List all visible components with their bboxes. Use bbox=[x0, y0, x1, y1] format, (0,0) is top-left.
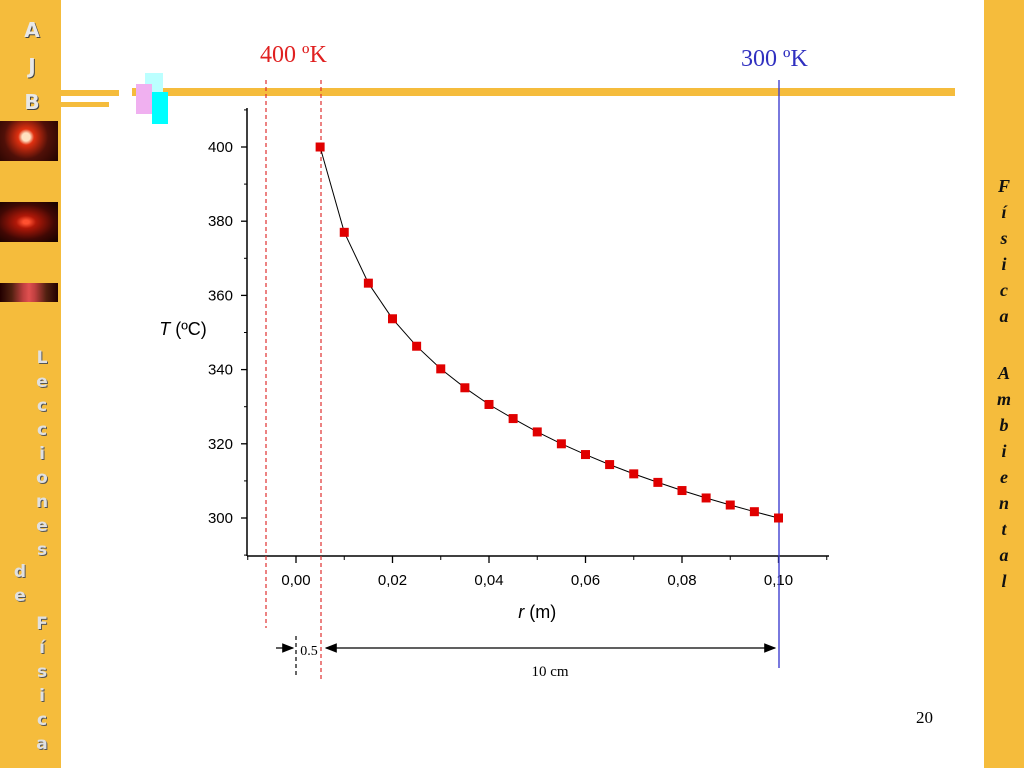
right-fisica-letter: a bbox=[999, 306, 1009, 326]
data-point bbox=[339, 227, 349, 237]
page-number: 20 bbox=[916, 708, 933, 727]
x-axis-label: r (m) bbox=[518, 602, 556, 622]
de-letter: d bbox=[13, 562, 27, 582]
fisica-letter: i bbox=[39, 686, 45, 706]
right-ambiental-letter: n bbox=[998, 493, 1009, 513]
x-tick-label: 0,06 bbox=[571, 572, 600, 589]
right-ambiental-letter: b bbox=[999, 415, 1009, 435]
data-point bbox=[749, 507, 759, 517]
data-point bbox=[653, 477, 663, 487]
right-ambiental-letter: l bbox=[1001, 571, 1007, 591]
lecciones-letter: e bbox=[36, 372, 48, 392]
data-point bbox=[556, 439, 566, 449]
y-tick-label: 320 bbox=[208, 436, 233, 453]
data-point bbox=[460, 383, 470, 393]
thumbnail-image-3 bbox=[0, 283, 58, 302]
fisica-letter: s bbox=[36, 662, 48, 682]
data-point bbox=[581, 450, 590, 460]
x-tick-label: 0,00 bbox=[281, 572, 310, 589]
fisica-letter: a bbox=[36, 734, 48, 754]
y-tick-label: 400 bbox=[208, 139, 233, 156]
y-tick-label: 300 bbox=[208, 510, 233, 527]
right-fisica-letter: c bbox=[1000, 280, 1008, 300]
data-point bbox=[532, 427, 542, 437]
data-point bbox=[629, 469, 639, 479]
data-point bbox=[677, 486, 687, 496]
right-fisica-letter: s bbox=[1000, 228, 1008, 248]
deco-square-cyan bbox=[152, 92, 168, 124]
data-point bbox=[388, 314, 397, 324]
ajb-letter: B bbox=[24, 90, 40, 114]
series-line bbox=[319, 146, 779, 519]
header-line bbox=[132, 88, 955, 96]
y-tick-label: 340 bbox=[208, 362, 233, 379]
right-fisica-letter: i bbox=[1001, 254, 1007, 274]
x-tick-label: 0,08 bbox=[667, 572, 696, 589]
data-point bbox=[315, 142, 325, 152]
data-point bbox=[484, 399, 494, 409]
fisica-letter: í bbox=[39, 638, 45, 658]
right-fisica-letter: í bbox=[1001, 202, 1007, 222]
header-line-short-2 bbox=[61, 102, 109, 107]
lecciones-letter: c bbox=[36, 420, 48, 440]
lecciones-letter: L bbox=[36, 348, 48, 368]
fisica-letter: c bbox=[36, 710, 48, 730]
data-point bbox=[725, 500, 735, 510]
lecciones-letter: o bbox=[36, 468, 48, 488]
right-ambiental-letter: e bbox=[1000, 467, 1008, 487]
right-fisica-letter: F bbox=[997, 176, 1010, 196]
lecciones-letter: c bbox=[36, 396, 48, 416]
data-point bbox=[363, 278, 373, 288]
small-dimension-label: 0.5 bbox=[300, 644, 318, 659]
y-tick-label: 360 bbox=[208, 287, 233, 304]
data-point bbox=[508, 414, 518, 424]
ajb-letter: J bbox=[28, 54, 36, 78]
lecciones-letter: n bbox=[35, 492, 49, 512]
right-ambiental-letter: a bbox=[999, 545, 1009, 565]
right-ambiental-letter: A bbox=[997, 363, 1010, 383]
y-axis-label: T (ºC) bbox=[159, 319, 207, 339]
lecciones-letter: i bbox=[39, 444, 45, 464]
data-point bbox=[774, 513, 783, 523]
data-point bbox=[436, 364, 446, 374]
right-ambiental-letter: i bbox=[1001, 441, 1007, 461]
right-accent-bar bbox=[984, 0, 1024, 768]
fisica-letter: F bbox=[36, 614, 48, 634]
x-tick-label: 0,02 bbox=[378, 572, 407, 589]
lecciones-letter: s bbox=[36, 540, 48, 560]
lecciones-letter: e bbox=[36, 516, 48, 536]
x-tick-label: 0,04 bbox=[474, 572, 503, 589]
thumbnail-image-2 bbox=[0, 202, 58, 242]
data-point bbox=[412, 341, 422, 351]
data-point bbox=[701, 493, 711, 503]
de-letter: e bbox=[14, 586, 26, 606]
data-point bbox=[605, 460, 615, 470]
thumbnail-image-1 bbox=[0, 121, 58, 161]
y-tick-label: 380 bbox=[208, 213, 233, 230]
right-ambiental-letter: m bbox=[996, 389, 1011, 409]
deco-square-pink bbox=[136, 84, 152, 114]
header-line-short-1 bbox=[61, 90, 119, 96]
inner-temperature-label: 400 ºK bbox=[260, 42, 327, 68]
outer-temperature-label: 300 ºK bbox=[741, 46, 808, 72]
right-ambiental-letter: t bbox=[1001, 519, 1007, 539]
ajb-letter: A bbox=[24, 18, 40, 42]
large-dimension-label: 10 cm bbox=[531, 664, 568, 680]
